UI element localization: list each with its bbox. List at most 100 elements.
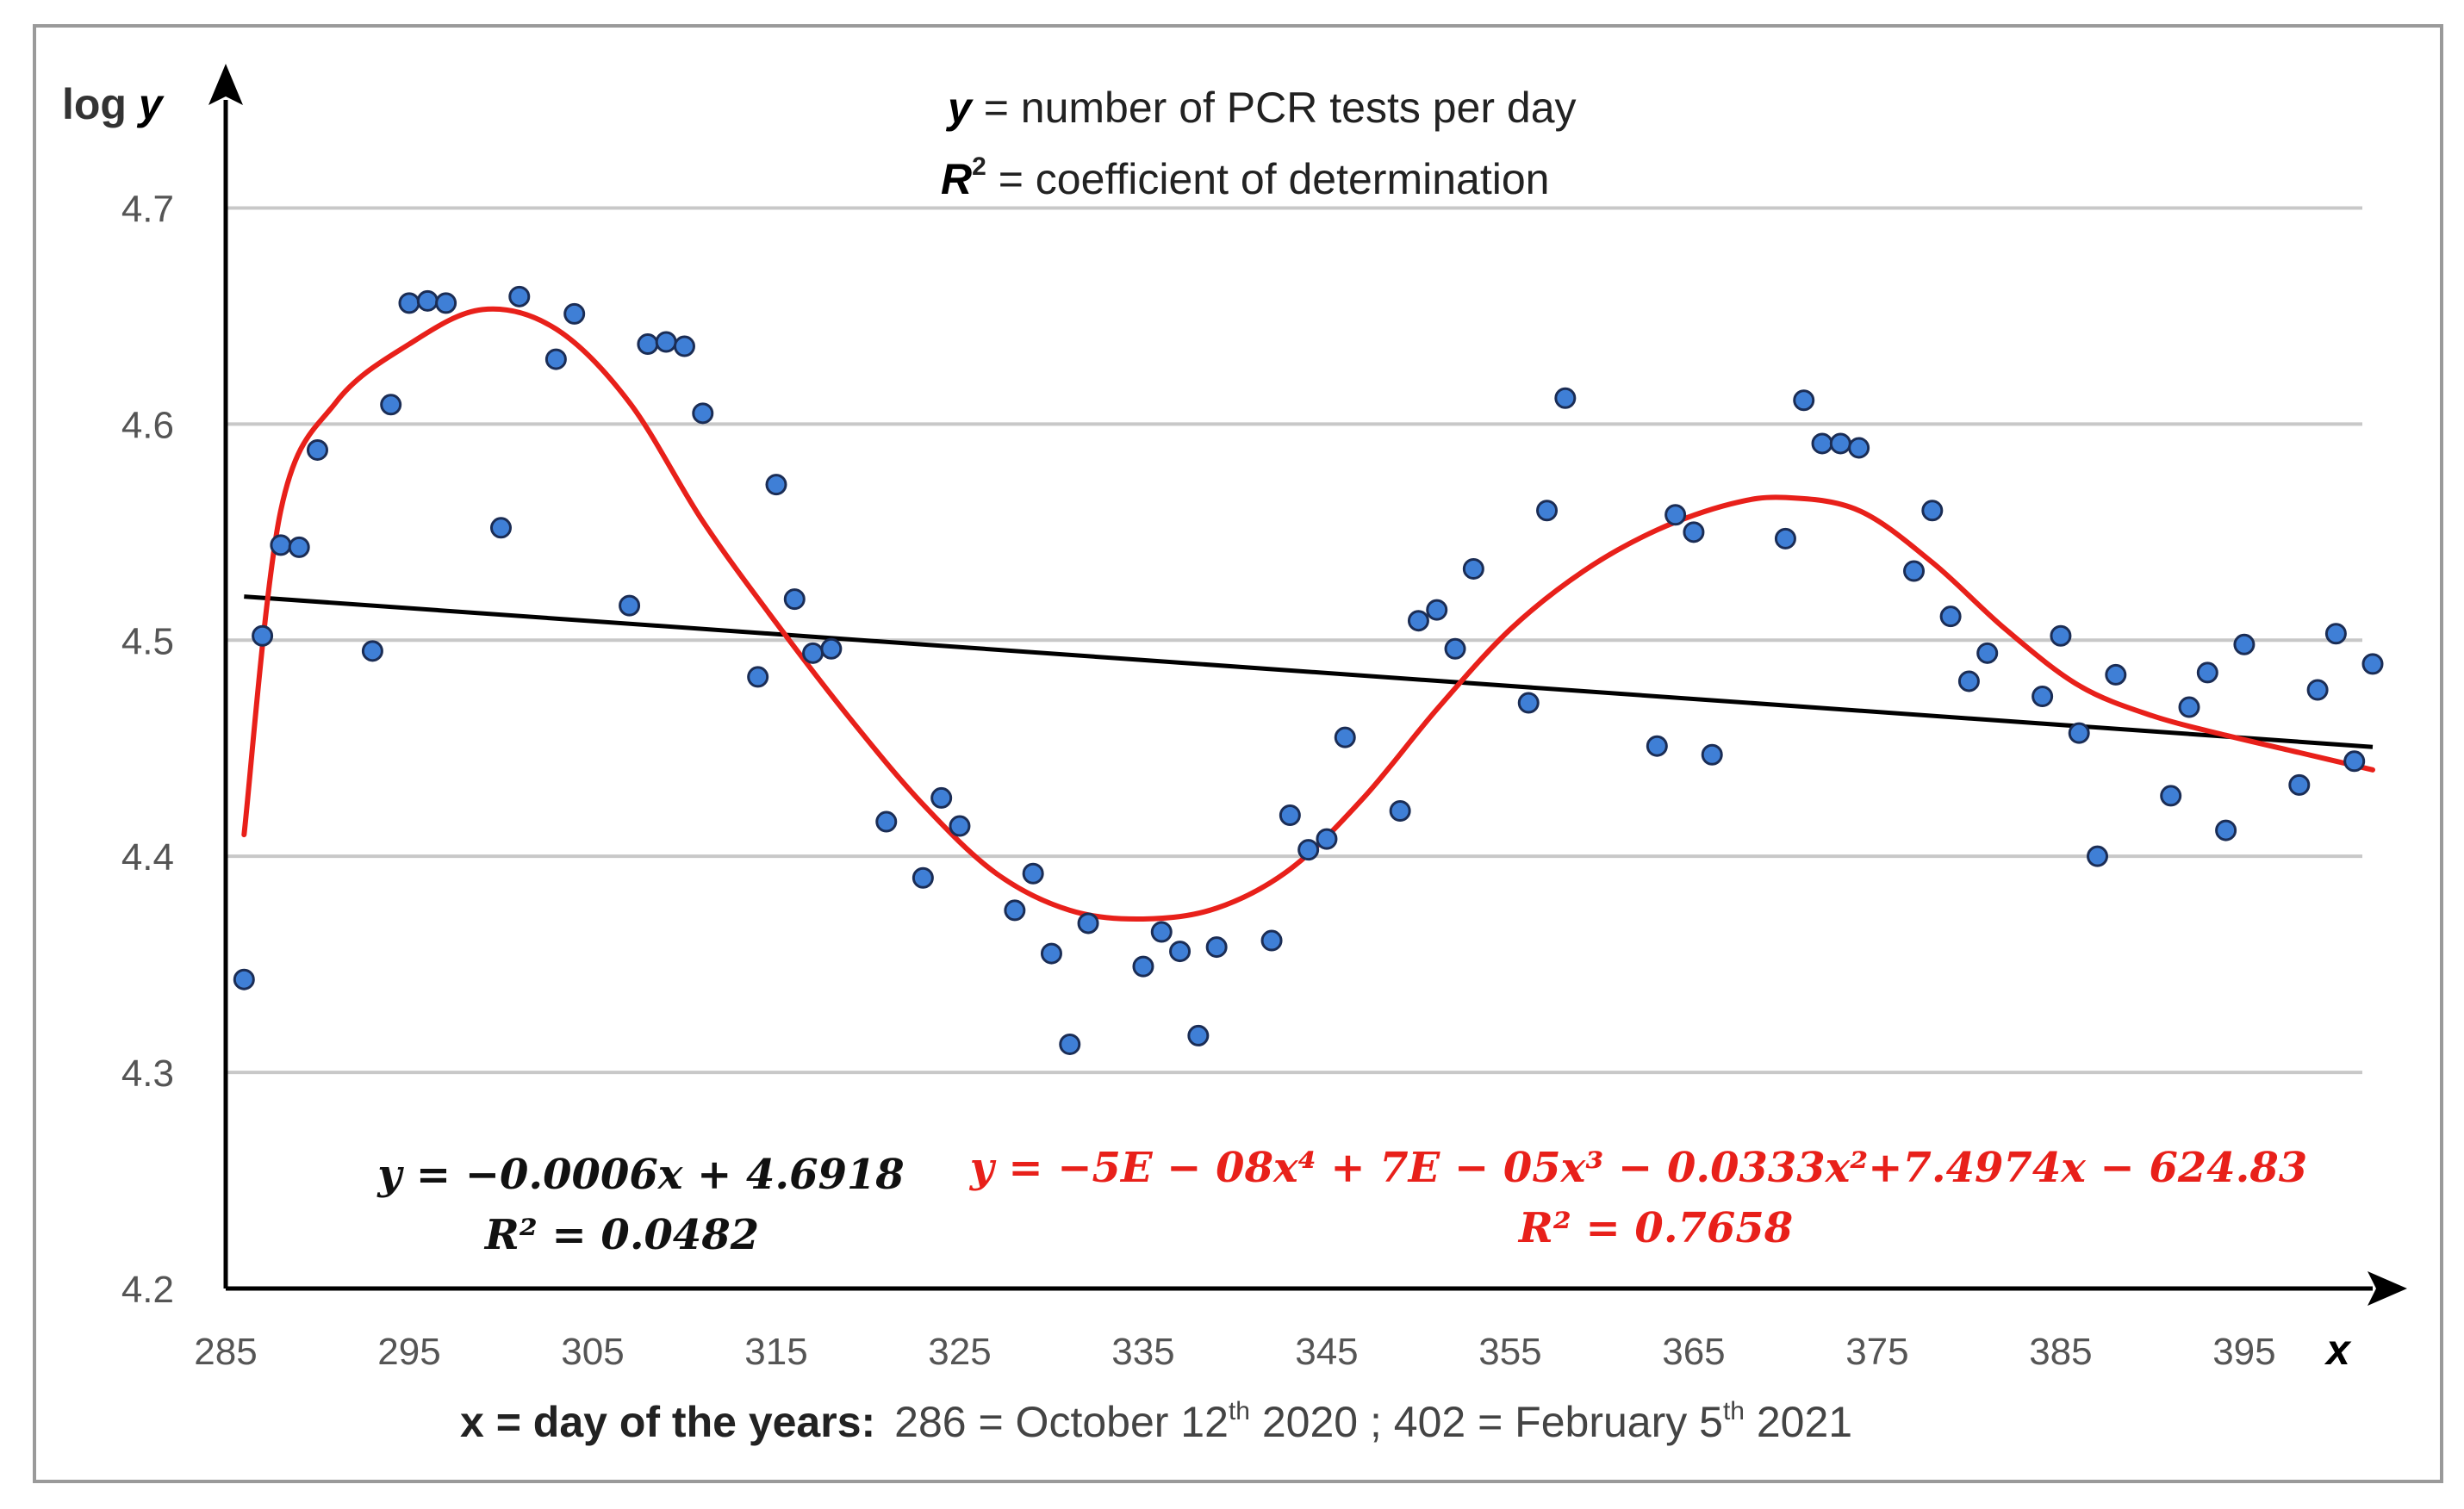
y-axis-label: log y: [62, 80, 165, 128]
data-point: [619, 594, 641, 617]
data-point: [930, 786, 953, 809]
data-point: [1169, 941, 1192, 963]
data-point: [1040, 942, 1062, 965]
data-point: [1444, 637, 1466, 660]
y-tick-labels: 4.2 4.3 4.4 4.5 4.6 4.7: [121, 188, 174, 1311]
legend-line-2: R2 = coefficient of determination: [941, 152, 1549, 203]
data-point: [1297, 839, 1320, 861]
y-tick-label: 4.6: [121, 404, 174, 446]
data-point: [563, 302, 586, 325]
x-tick-label: 295: [377, 1331, 440, 1373]
data-point: [1536, 500, 1559, 522]
data-point: [306, 438, 328, 461]
y-tick-label: 4.4: [121, 836, 174, 879]
data-point: [398, 292, 420, 314]
linear-equation: y = −0.0006x + 4.6918: [376, 1151, 904, 1199]
x-tick-label: 325: [928, 1331, 991, 1373]
data-point: [1976, 642, 1999, 664]
x-axis-caption: x = day of the years: 286 = October 12th …: [460, 1397, 1852, 1446]
data-point: [1921, 500, 1944, 522]
data-point: [416, 289, 439, 312]
data-point: [2306, 679, 2329, 701]
poly-fit-curve: [241, 306, 2375, 922]
x-tick-label: 285: [194, 1331, 257, 1373]
data-point: [1939, 605, 1962, 628]
data-point: [783, 588, 806, 611]
linear-trendline: [244, 594, 2374, 749]
data-point: [1205, 936, 1228, 959]
poly-r2: R² = 0.7658: [1517, 1204, 1793, 1252]
data-point: [2105, 663, 2127, 686]
data-point: [2050, 624, 2072, 647]
data-point: [875, 810, 898, 833]
data-point: [1793, 389, 1815, 412]
chart-frame: 4.2 4.3 4.4 4.5 4.6 4.7 285 295 305 315 325 335 345…: [33, 24, 2443, 1483]
data-point: [1517, 692, 1540, 714]
data-point: [1829, 432, 1851, 455]
data-point: [361, 640, 383, 662]
data-point: [1132, 955, 1154, 978]
x-tick-label: 335: [1111, 1331, 1174, 1373]
data-point: [1022, 862, 1044, 885]
data-point: [489, 517, 512, 539]
data-point: [1279, 804, 1301, 827]
data-point: [2343, 750, 2366, 773]
x-tick-label: 375: [1845, 1331, 1908, 1373]
x-axis-arrow-icon: [2368, 1271, 2407, 1306]
gridlines: [226, 206, 2362, 1075]
chart-canvas: 4.2 4.3 4.4 4.5 4.6 4.7 285 295 305 315 325 335 345…: [62, 64, 2407, 1446]
linear-r2: R² = 0.0482: [483, 1211, 759, 1259]
data-point: [380, 394, 402, 416]
data-point: [1334, 726, 1356, 748]
x-tick-label: 385: [2029, 1331, 2092, 1373]
data-point: [233, 968, 255, 990]
data-point: [2160, 785, 2182, 807]
data-point: [1407, 610, 1429, 632]
x-tick-label: 315: [744, 1331, 807, 1373]
data-point: [637, 333, 659, 356]
data-point: [1646, 735, 1668, 757]
data-point: [2087, 845, 2109, 867]
x-tick-label: 305: [561, 1331, 624, 1373]
data-point: [252, 624, 274, 647]
data-point: [1554, 387, 1577, 409]
data-point: [1903, 560, 1926, 582]
data-point: [1426, 599, 1448, 621]
data-point: [1059, 1033, 1081, 1055]
data-point: [2196, 661, 2218, 684]
data-point: [1774, 527, 1796, 550]
data-point: [1811, 432, 1833, 455]
y-axis-arrow-icon: [208, 64, 243, 105]
poly-equation: y = −5E − 08x⁴ + 7E − 05x³ − 0.0333x²+7.…: [969, 1144, 2307, 1192]
x-tick-label: 345: [1295, 1331, 1358, 1373]
data-point: [2215, 819, 2237, 841]
data-point: [2324, 623, 2347, 645]
data-points: [233, 285, 2384, 1055]
data-point: [508, 285, 531, 307]
y-tick-label: 4.5: [121, 620, 174, 662]
data-point: [1389, 799, 1411, 822]
data-point: [270, 534, 292, 556]
data-point: [1462, 557, 1484, 580]
data-point: [1150, 921, 1173, 943]
data-point: [2068, 722, 2090, 744]
data-point: [1701, 743, 1723, 766]
axes: [208, 64, 2407, 1306]
data-point: [673, 335, 695, 357]
data-point: [2288, 773, 2311, 796]
data-point: [820, 637, 843, 660]
x-tick-label: 365: [1662, 1331, 1725, 1373]
data-point: [912, 866, 934, 889]
data-point: [2233, 633, 2256, 655]
y-tick-label: 4.3: [121, 1053, 174, 1095]
data-point: [2178, 696, 2200, 718]
data-point: [747, 666, 769, 688]
data-point: [949, 815, 971, 837]
data-point: [1848, 437, 1870, 459]
y-tick-label: 4.2: [121, 1269, 174, 1311]
data-point: [1957, 670, 1980, 692]
x-tick-label: 355: [1478, 1331, 1541, 1373]
polynomial-trendline: [241, 306, 2375, 922]
data-point: [544, 348, 567, 370]
linear-fit-line: [244, 594, 2374, 749]
